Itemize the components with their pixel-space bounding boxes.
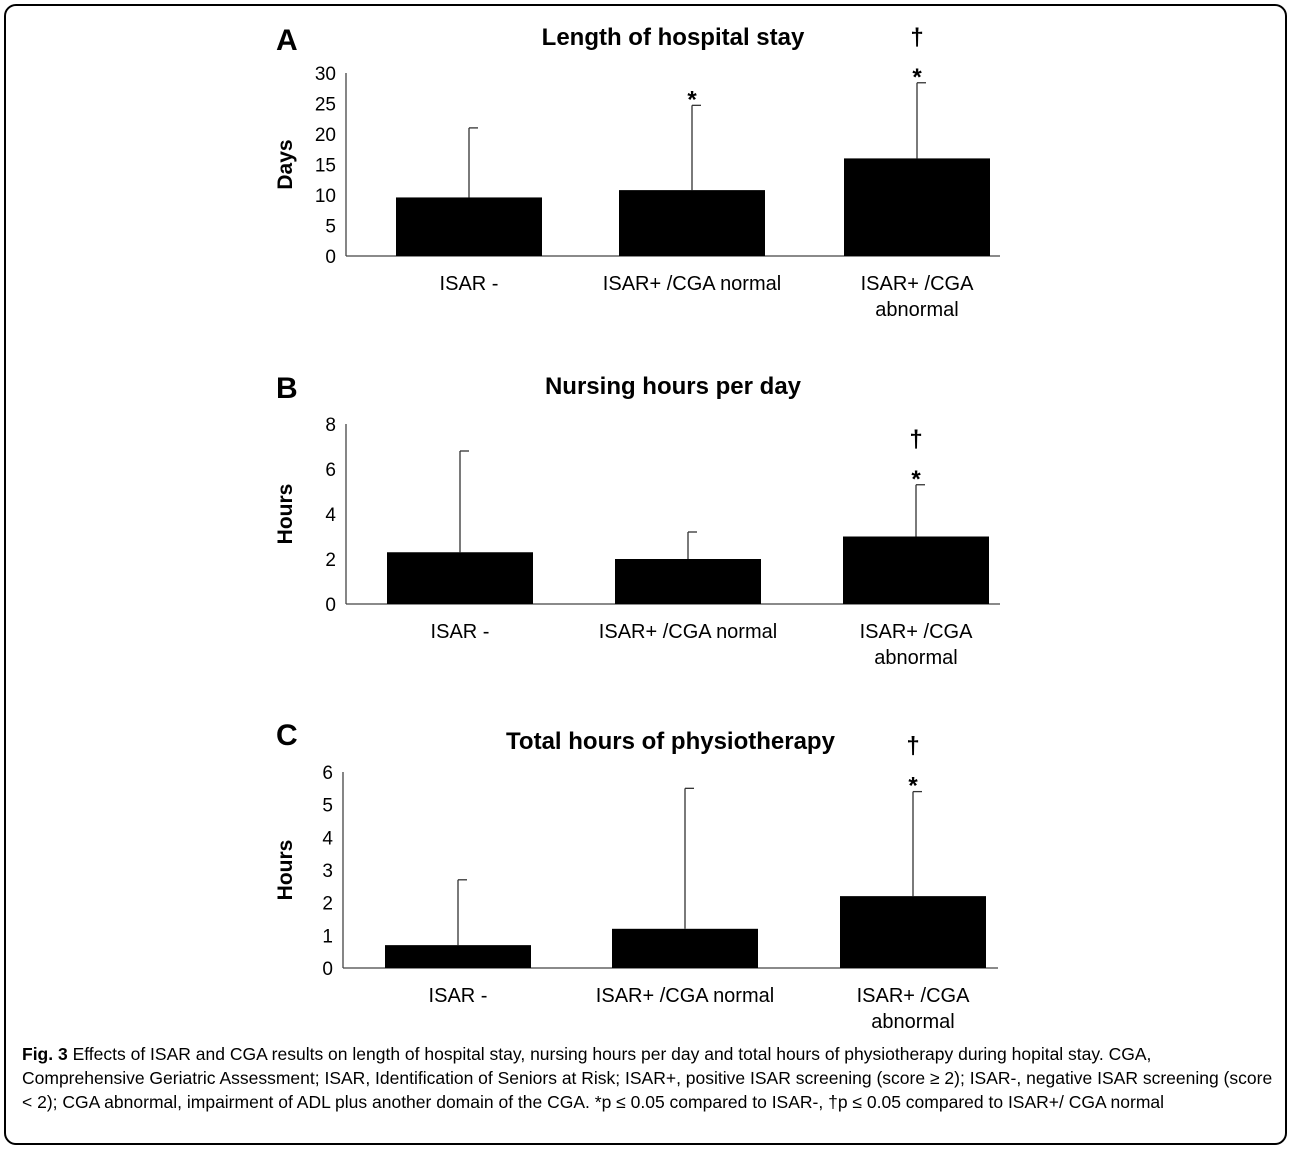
- panel-c-category-label: ISAR+ /CGA normal: [596, 985, 774, 1007]
- panel-a-y-tick-label: 0: [325, 247, 336, 268]
- panel-b-category-label: ISAR -: [431, 621, 490, 643]
- panel-a-significance-star: *: [687, 86, 697, 113]
- panel-a-bar: [396, 197, 542, 256]
- panel-a-category-label: abnormal: [875, 299, 958, 321]
- figure-caption: Fig. 3 Effects of ISAR and CGA results o…: [22, 1042, 1274, 1114]
- panel-b-bar: [615, 559, 761, 604]
- panel-c-y-tick-label: 0: [322, 959, 333, 980]
- panel-a-y-tick-label: 10: [315, 186, 336, 207]
- panel-a-y-tick-label: 15: [315, 156, 336, 177]
- panel-b-y-tick-label: 0: [325, 595, 336, 616]
- panel-b-bar: [843, 536, 989, 604]
- panel-c-y-tick-label: 6: [322, 763, 333, 784]
- panel-a-y-tick-label: 5: [325, 217, 336, 238]
- panel-b-significance-dagger: †: [909, 426, 922, 453]
- figure-charts: A Length of hospital stay051015202530Days…: [274, 24, 1000, 1033]
- panel-c-y-tick-label: 3: [322, 861, 333, 882]
- caption-label: Fig. 3: [22, 1044, 68, 1064]
- panel-b-category-label: abnormal: [874, 647, 957, 669]
- panel-c-category-label: ISAR -: [429, 985, 488, 1007]
- panel-c-y-tick-label: 4: [322, 828, 333, 849]
- panel-c-bar: [385, 945, 531, 968]
- panel-c-y-tick-label: 5: [322, 796, 333, 817]
- panel-c-y-tick-label: 2: [322, 894, 333, 915]
- panel-b-y-tick-label: 8: [325, 415, 336, 436]
- panel-b-category-label: ISAR+ /CGA: [860, 621, 973, 643]
- panel-c-bar: [612, 928, 758, 968]
- panel-a-bar: [844, 158, 990, 256]
- panel-a-y-tick-label: 30: [315, 64, 336, 85]
- panel-a-category-label: ISAR+ /CGA normal: [603, 273, 781, 295]
- panel-c-category-label: abnormal: [871, 1011, 954, 1033]
- panel-c-bar: [840, 896, 986, 968]
- panel-c-y-tick-label: 1: [322, 926, 333, 947]
- panel-b-y-axis-label: Hours: [274, 484, 297, 545]
- panel-a-category-label: ISAR+ /CGA: [861, 273, 974, 295]
- panel-a-significance-star: *: [912, 64, 922, 91]
- panel-c-significance-star: *: [908, 773, 918, 800]
- panel-a-y-tick-label: 25: [315, 95, 336, 116]
- panel-c-letter: C: [276, 719, 298, 752]
- panel-a-y-tick-label: 20: [315, 125, 336, 146]
- panel-c-y-axis-label: Hours: [274, 840, 297, 901]
- panel-b-category-label: ISAR+ /CGA normal: [599, 621, 777, 643]
- panel-b-letter: B: [276, 372, 298, 405]
- panel-b-bar: [387, 552, 533, 604]
- panel-b-y-tick-label: 4: [325, 505, 336, 526]
- caption-text: Effects of ISAR and CGA results on lengt…: [22, 1044, 1273, 1112]
- panel-a-title: Length of hospital stay: [542, 24, 805, 51]
- panel-a-y-axis-label: Days: [274, 139, 297, 189]
- panel-b-y-tick-label: 2: [325, 550, 336, 571]
- panel-c-category-label: ISAR+ /CGA: [857, 985, 970, 1007]
- panel-a-category-label: ISAR -: [440, 273, 499, 295]
- panel-b-y-tick-label: 6: [325, 460, 336, 481]
- panel-a-letter: A: [276, 24, 298, 57]
- panel-c-title: Total hours of physiotherapy: [506, 728, 836, 755]
- panel-a-bar: [619, 190, 765, 256]
- panel-b-significance-star: *: [911, 466, 921, 493]
- panel-b-title: Nursing hours per day: [545, 373, 802, 400]
- panel-a-significance-dagger: †: [910, 24, 923, 51]
- panel-c-significance-dagger: †: [906, 733, 919, 760]
